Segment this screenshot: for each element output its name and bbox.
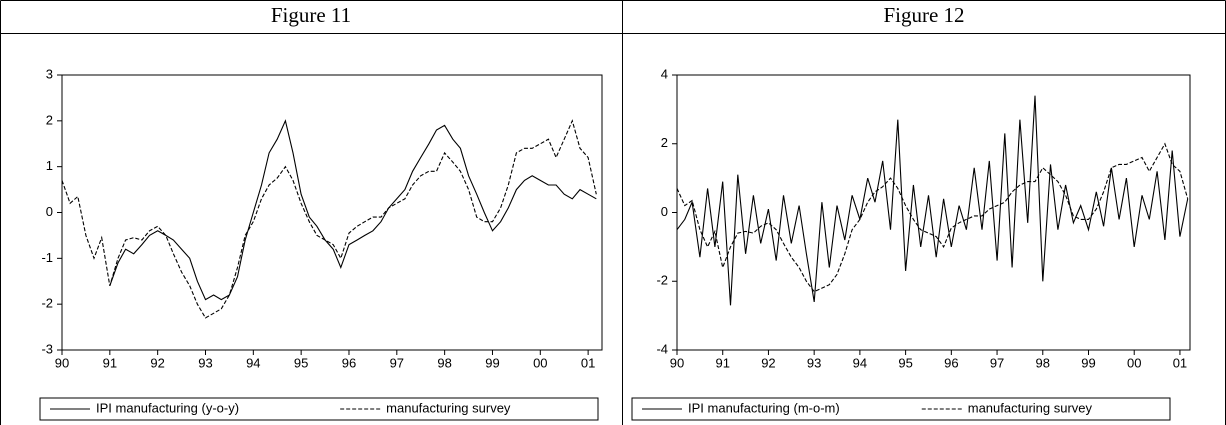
x-tick-label: 94 [853, 355, 867, 370]
figure-title: Figure 12 [883, 3, 964, 27]
y-tick-label: -1 [41, 250, 53, 265]
figure-title: Figure 11 [271, 3, 351, 27]
x-tick-label: 94 [246, 355, 260, 370]
x-tick-label: 92 [150, 355, 164, 370]
y-tick-label: 2 [661, 135, 668, 150]
y-tick-label: 3 [46, 66, 53, 81]
x-tick-label: 95 [294, 355, 308, 370]
y-tick-label: -2 [656, 273, 668, 288]
x-tick-label: 99 [485, 355, 499, 370]
x-tick-label: 98 [1036, 355, 1050, 370]
x-tick-label: 98 [437, 355, 451, 370]
x-tick-label: 90 [55, 355, 69, 370]
x-tick-label: 90 [670, 355, 684, 370]
y-tick-label: 0 [46, 204, 53, 219]
x-tick-label: 97 [990, 355, 1004, 370]
data-line [61, 119, 597, 319]
data-line [109, 119, 597, 301]
legend-box [631, 397, 1171, 421]
data-line [676, 142, 1189, 293]
x-tick-label: 96 [944, 355, 958, 370]
x-tick-label: 01 [1173, 355, 1187, 370]
legend-label: manufacturing survey [968, 400, 1093, 415]
x-tick-label: 96 [342, 355, 356, 370]
y-tick-label: 1 [46, 158, 53, 173]
legend-label: IPI manufacturing (m-o-m) [688, 400, 840, 415]
legend-box [39, 397, 599, 421]
y-tick-label: 2 [46, 112, 53, 127]
x-tick-label: 01 [581, 355, 595, 370]
plot-frame [61, 74, 603, 351]
x-tick-label: 00 [1127, 355, 1141, 370]
legend-label: manufacturing survey [386, 400, 511, 415]
plot-frame [676, 74, 1191, 351]
y-tick-label: -3 [41, 341, 53, 356]
x-tick-label: 92 [761, 355, 775, 370]
x-tick-label: 93 [807, 355, 821, 370]
x-tick-label: 97 [390, 355, 404, 370]
x-tick-label: 93 [198, 355, 212, 370]
x-tick-label: 91 [715, 355, 729, 370]
y-tick-label: -4 [656, 341, 668, 356]
x-tick-label: 91 [103, 355, 117, 370]
legend-label: IPI manufacturing (y-o-y) [96, 400, 239, 415]
y-tick-label: 0 [661, 204, 668, 219]
x-tick-label: 95 [898, 355, 912, 370]
data-line [676, 95, 1189, 306]
y-tick-label: 4 [661, 66, 668, 81]
x-tick-label: 00 [533, 355, 547, 370]
x-tick-label: 99 [1081, 355, 1095, 370]
y-tick-label: -2 [41, 296, 53, 311]
